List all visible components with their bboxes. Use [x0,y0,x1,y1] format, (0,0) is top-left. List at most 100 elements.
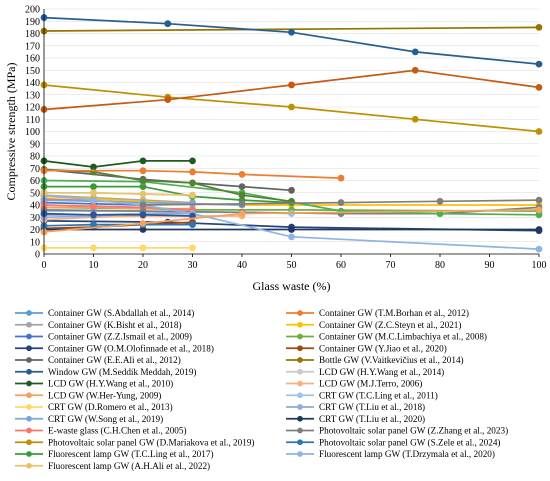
legend-label: Window GW (M.Seddik Meddah, 2019) [48,367,196,377]
legend-swatch-marker [26,392,32,399]
data-point [189,191,196,199]
legend-entry: Container GW (Z.C.Steyn et al., 2021) [286,320,461,330]
data-point [164,20,172,28]
data-point [238,210,246,217]
data-point [238,200,246,208]
legend-entry: Photovoltaic solar panel GW (S.Zele et a… [286,437,501,447]
data-point [288,226,295,233]
y-tick-label: 130 [25,90,40,101]
data-point [288,81,295,89]
legend-label: LCD GW (H.Y.Wang et al., 2014) [319,367,444,377]
legend-entry: Fluorescent lamp GW (A.H.Ali et al., 202… [15,461,210,471]
x-tick-label: 70 [386,260,396,271]
series-16 [40,244,196,252]
legend-swatch-marker [297,357,303,363]
y-tick-label: 170 [25,41,40,52]
data-point [139,157,147,165]
data-point [139,219,147,227]
legend-label: Photovoltaic solar panel GW (D.Mariakova… [48,437,255,447]
legend-entry: CRT GW (T.Liu et al., 2018) [286,402,425,412]
legend-label: Container GW (O.M.Olofinnade et al., 201… [48,343,214,353]
x-tick-label: 40 [237,260,247,271]
legend-label: Photovoltaic solar panel GW (Z.Zhang et … [319,426,508,436]
data-point [535,84,543,91]
legend-swatch-marker [297,368,303,375]
legend-label: Fluorescent lamp GW (T.Drzymala et al., … [319,449,495,459]
data-point [411,115,419,123]
legend-label: Container GW (T.M.Borhan et al., 2012) [319,308,469,318]
legend-label: CRT GW (T.Liu et al., 2020) [319,414,425,424]
x-tick-label: 60 [336,260,346,271]
legend-swatch-marker [297,380,303,387]
legend-swatch-marker [26,345,32,352]
legend-swatch-marker [26,404,32,410]
legend-label: Container GW (M.C.Limbachiya et al., 200… [319,332,487,342]
data-point [535,60,543,68]
legend-label: CRT GW (T.C.Ling et al., 2011) [319,390,438,400]
legend-swatch-marker [297,392,303,399]
legend-entry: LCD GW (W.Her-Yung, 2009) [15,390,161,400]
y-tick-label: 60 [30,176,40,187]
legend-entry: Container GW (K.Bisht et al., 2018) [15,320,182,330]
data-point [337,199,345,206]
legend-entry: Container GW (M.C.Limbachiya et al., 200… [286,332,487,342]
y-tick-label: 110 [25,115,40,126]
legend-swatch-marker [26,321,32,328]
legend-swatch-marker [297,310,303,316]
x-tick-label: 50 [287,260,297,271]
series-32 [40,206,543,236]
legend-swatch-marker [26,368,32,375]
data-point [238,191,246,199]
legend: Container GW (S.Abdallah et al., 2014) Co… [15,308,508,471]
legend-entry: Container GW (E.E.Ali et al., 2012) [15,355,181,365]
data-point [535,128,543,135]
data-point [337,174,345,182]
legend-swatch-marker [26,380,32,387]
series-line [44,185,292,204]
legend-swatch-marker [297,404,303,410]
data-point [189,157,196,165]
y-tick-label: 10 [30,237,40,248]
legend-swatch-marker [297,451,303,457]
y-axis-label: Compressive strength (MPa) [4,63,18,201]
y-tick-label: 190 [25,17,40,28]
y-tick-label: 40 [30,201,40,212]
legend-swatch-marker [297,415,303,422]
x-tick-label: 20 [138,260,148,271]
legend-entry: Container GW (T.M.Borhan et al., 2012) [286,308,469,318]
legend-label: LCD GW (W.Her-Yung, 2009) [48,390,161,400]
legend-entry: Container GW (Y.Jiao et al., 2020) [286,343,447,353]
y-tick-label: 90 [30,139,40,150]
legend-label: CRT GW (T.Liu et al., 2018) [319,402,425,412]
legend-label: Fluorescent lamp GW (A.H.Ali et al., 202… [48,461,210,471]
data-point [139,190,147,198]
series-33 [139,196,543,209]
legend-swatch-marker [26,451,32,457]
series-26 [40,189,196,199]
legend-swatch-marker [297,427,303,434]
y-tick-label: 160 [25,54,40,65]
series-12 [40,157,196,171]
y-tick-label: 80 [30,152,40,163]
series-line [43,209,540,233]
data-point [288,186,295,194]
y-tick-label: 0 [35,250,40,261]
x-tick-label: 100 [532,260,547,271]
legend-swatch-marker [297,345,303,352]
data-point [189,168,196,176]
y-tick-label: 140 [25,78,40,89]
y-tick-label: 200 [25,5,40,16]
y-tick-label: 50 [30,188,40,199]
legend-entry: E-waste glass (C.H.Chen et al., 2005) [15,426,187,436]
legend-label: LCD GW (H.Y.Wang et al., 2010) [48,379,173,389]
legend-entry: Bottle GW (V.Vaitkevičius et al., 2014) [286,355,464,365]
legend-label: CRT GW (W.Song et al., 2019) [48,414,163,424]
legend-entry: Fluorescent lamp GW (T.Drzymala et al., … [286,449,495,459]
data-point [90,183,97,191]
legend-label: CRT GW (D.Romero et al., 2013) [48,402,173,412]
data-point [90,196,97,204]
series-line [43,160,193,168]
data-point [139,244,147,252]
series-line [43,16,540,65]
